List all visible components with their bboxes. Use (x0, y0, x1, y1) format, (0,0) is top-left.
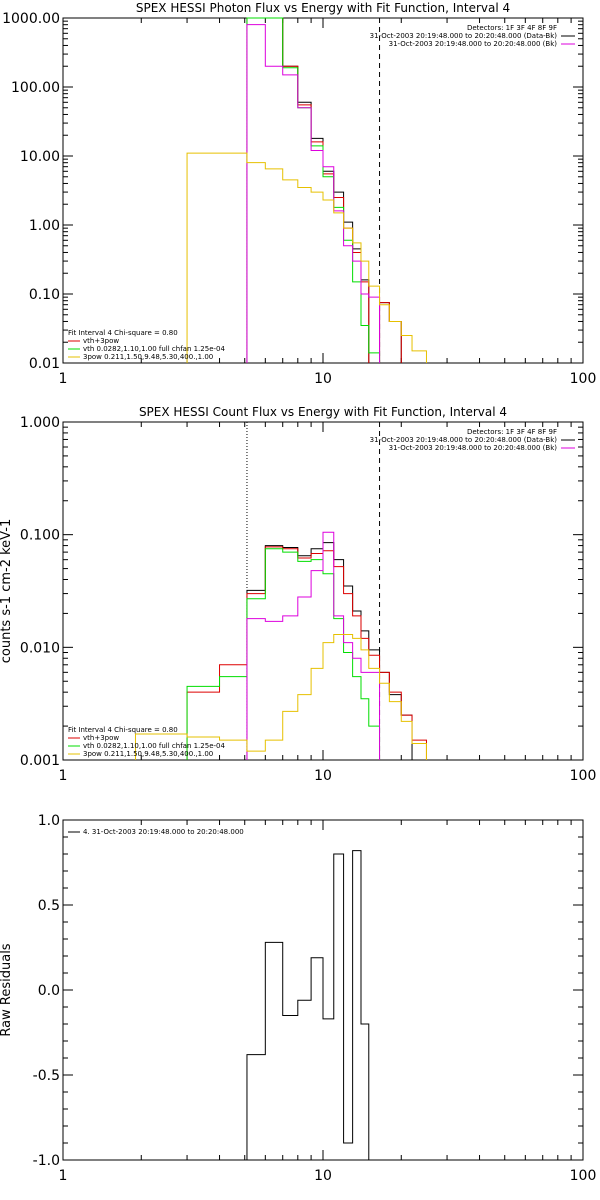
y-tick-label: 0.001 (20, 753, 60, 769)
legend-left-entry: 4. 31-Oct-2003 20:19:48.000 to 20:20:48.… (83, 828, 244, 836)
legend-left-entry: vth+3pow (83, 337, 119, 345)
legend-left-entry: 3pow 0.211,1.50,9.48,5.30,400.,1.00 (83, 353, 213, 361)
y-tick-label: 100.00 (11, 80, 60, 96)
plot-title: SPEX HESSI Count Flux vs Energy with Fit… (139, 405, 507, 419)
series-line-1 (246, 17, 402, 363)
x-tick-label: 1 (59, 1168, 68, 1184)
legend-left-entry: Fit Interval 4 Chi-square = 0.80 (68, 329, 178, 337)
series-line-2 (246, 17, 381, 363)
y-tick-label: 0.10 (29, 287, 60, 303)
y-tick-label: 1000.00 (2, 11, 60, 27)
series-line-4 (134, 633, 427, 760)
x-tick-label: 100 (570, 1168, 597, 1184)
series-line-4 (186, 152, 427, 363)
legend-left-entry: Fit Interval 4 Chi-square = 0.80 (68, 726, 178, 734)
plot-title: SPEX HESSI Photon Flux vs Energy with Fi… (136, 1, 510, 15)
legend-right-entry: 31-Oct-2003 20:19:48.000 to 20:20:48.000… (389, 444, 558, 452)
series-line-3 (246, 24, 381, 363)
y-tick-label: 0.01 (29, 356, 60, 372)
legend-left-entry: vth 0.0282,1.10,1.00 full chfan 1.25e-04 (83, 345, 225, 353)
series-group (134, 531, 427, 760)
legend-right-entry: 31-Oct-2003 20:19:48.000 to 20:20:48.000… (370, 32, 558, 40)
y-tick-label: -1.0 (33, 1153, 60, 1169)
legend-right-entry: 31-Oct-2003 20:19:48.000 to 20:20:48.000… (389, 40, 558, 48)
x-tick-label: 10 (314, 371, 332, 387)
y-tick-label: 1.00 (29, 218, 60, 234)
x-tick-label: 10 (314, 1168, 332, 1184)
series-line-0 (246, 542, 413, 760)
series-line-0 (246, 850, 370, 1160)
legend-right-entry: 31-Oct-2003 20:19:48.000 to 20:20:48.000… (370, 436, 558, 444)
y-tick-label: 0.100 (20, 528, 60, 544)
series-line-0 (246, 17, 402, 363)
x-tick-label: 100 (570, 371, 597, 387)
series-group (186, 17, 427, 363)
series-line-3 (246, 531, 381, 760)
series-line-1 (186, 546, 427, 760)
plot-panel-3: 1 10 100 -1.0 -0.5 0.0 0.5 1.0 Raw Residuals 4. 3… (0, 813, 596, 1184)
y-tick-label: 0.0 (38, 983, 60, 999)
legend-right-entry: Detectors: 1F 3F 4F 8F 9F (467, 428, 557, 436)
axes-frame (62, 421, 584, 761)
y-axis-label: counts s-1 cm-2 keV-1 (0, 519, 14, 664)
x-tick-label: 1 (59, 371, 68, 387)
y-tick-label: 1.000 (20, 415, 60, 431)
legend-left-entry: 3pow 0.211,1.50,9.48,5.30,400.,1.00 (83, 750, 213, 758)
legend-left-entry: vth 0.0282,1.10,1.00 full chfan 1.25e-04 (83, 742, 225, 750)
legend-right-entry: Detectors: 1F 3F 4F 8F 9F (467, 24, 557, 32)
plot-panel-2: SPEX HESSI Count Flux vs Energy with Fit… (0, 405, 596, 784)
y-axis-label: Raw Residuals (0, 943, 14, 1036)
x-tick-label: 1 (59, 768, 68, 784)
y-tick-label: 1.0 (38, 813, 60, 829)
y-tick-label: -0.5 (33, 1068, 60, 1084)
x-tick-label: 100 (570, 768, 597, 784)
y-tick-label: 10.00 (20, 149, 60, 165)
x-tick-label: 10 (314, 768, 332, 784)
legend-left-entry: vth+3pow (83, 734, 119, 742)
y-tick-label: 0.5 (38, 898, 60, 914)
series-group (246, 850, 370, 1160)
series-line-2 (186, 548, 381, 760)
plot-panel-1: SPEX HESSI Photon Flux vs Energy with Fi… (2, 1, 596, 387)
axes-frame (62, 17, 584, 364)
y-tick-label: 0.010 (20, 640, 60, 656)
